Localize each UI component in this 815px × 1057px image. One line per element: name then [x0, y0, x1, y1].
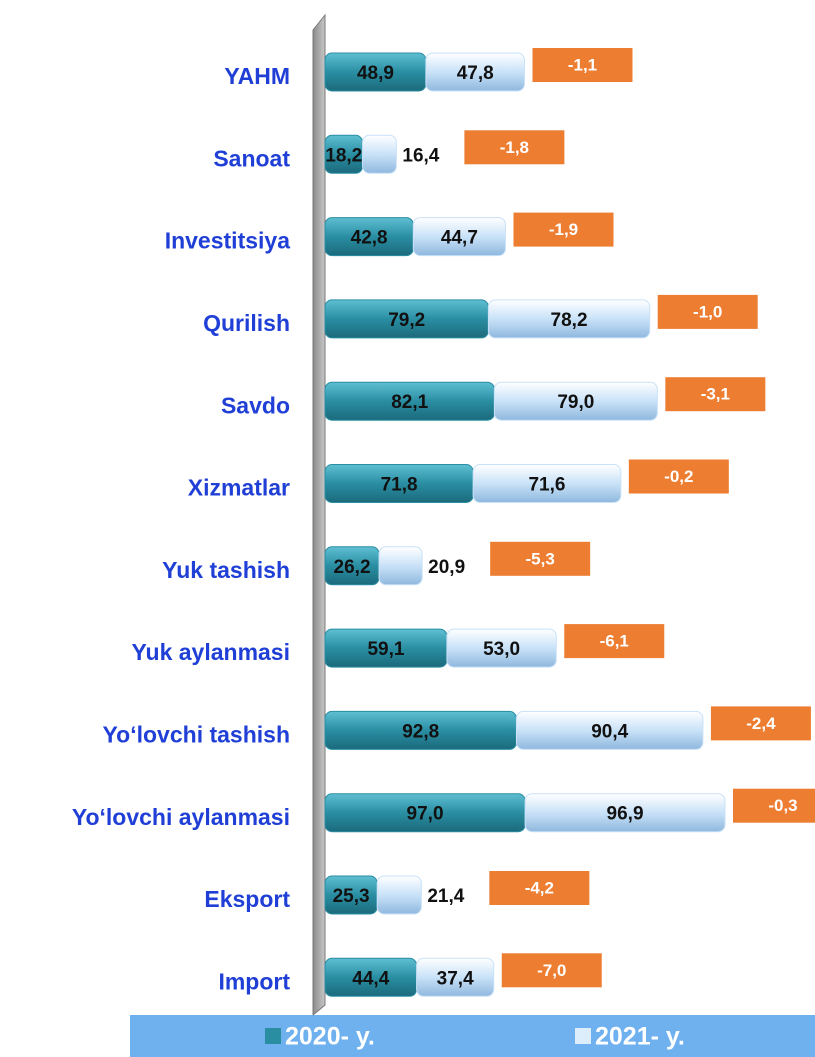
bar-segment: [416, 957, 495, 997]
bar-segment: [515, 710, 704, 750]
difference-label: -0,3: [768, 796, 797, 815]
value-label: 79,0: [557, 392, 594, 413]
difference-label: -1,1: [568, 55, 597, 74]
difference-label: -6,1: [600, 632, 629, 651]
difference-box: [501, 953, 602, 988]
bar-segment: [524, 793, 726, 833]
value-label: 18,2: [325, 145, 362, 166]
bar-segment: [487, 299, 651, 339]
difference-box: [564, 624, 665, 659]
value-label: 16,4: [402, 145, 439, 166]
value-label: 97,0: [407, 804, 444, 825]
axis-wall: [312, 13, 326, 1017]
category-label: YAHM: [224, 63, 290, 89]
bar-segment: [412, 217, 507, 257]
category-label: Sanoat: [213, 145, 290, 171]
value-label: 78,2: [551, 310, 588, 331]
difference-box: [665, 377, 766, 412]
value-label: 25,3: [333, 886, 370, 907]
value-label: 71,8: [381, 475, 418, 496]
category-label: Yuk aylanmasi: [131, 639, 290, 665]
difference-label: -7,0: [537, 961, 566, 980]
difference-box: [733, 788, 815, 823]
difference-label: -1,0: [693, 302, 722, 321]
difference-box: [490, 541, 591, 576]
value-label: 26,2: [334, 557, 371, 578]
legend-label: 2020- y.: [285, 1023, 375, 1051]
value-label: 42,8: [351, 228, 388, 249]
difference-box: [464, 130, 565, 165]
difference-box: [489, 871, 590, 905]
difference-label: -5,3: [526, 549, 555, 568]
difference-label: -3,1: [701, 385, 730, 404]
category-label: Savdo: [221, 392, 290, 418]
value-label: 59,1: [367, 639, 404, 660]
category-label: Investitsiya: [165, 228, 290, 254]
difference-box: [532, 48, 633, 82]
value-label: 71,6: [528, 475, 565, 496]
value-label: 92,8: [402, 721, 439, 742]
bar-segment: [446, 628, 557, 668]
legend-band: [130, 1015, 815, 1057]
difference-box: [628, 459, 729, 494]
category-label: Yo‘lovchi tashish: [103, 721, 290, 747]
difference-label: -1,8: [500, 138, 529, 157]
value-label: 48,9: [357, 63, 394, 84]
difference-label: -0,2: [664, 467, 693, 486]
value-label: 96,9: [607, 804, 644, 825]
legend-swatch: [265, 1028, 281, 1044]
legend-swatch: [575, 1028, 591, 1044]
bar-segment: [425, 52, 525, 92]
value-label: 82,1: [391, 392, 428, 413]
bar-segment: [376, 875, 422, 915]
value-label: 90,4: [591, 721, 628, 742]
legend-label: 2021- y.: [595, 1023, 685, 1051]
category-label: Qurilish: [203, 310, 290, 336]
difference-box: [710, 706, 811, 741]
value-label: 47,8: [457, 63, 494, 84]
bar-segment: [378, 546, 423, 586]
value-label: 37,4: [437, 968, 474, 989]
category-label: Eksport: [204, 886, 290, 912]
category-label: Yuk tashish: [162, 557, 290, 583]
bar-segment: [362, 134, 397, 174]
difference-label: -4,2: [525, 878, 554, 897]
difference-box: [513, 212, 614, 247]
difference-label: -1,9: [549, 220, 578, 239]
difference-label: -2,4: [746, 714, 776, 733]
value-label: 79,2: [388, 310, 425, 331]
bar-segment: [493, 381, 658, 421]
value-label: 21,4: [427, 886, 464, 907]
value-label: 20,9: [428, 557, 465, 578]
value-label: 44,4: [352, 968, 389, 989]
difference-box: [657, 294, 758, 329]
value-label: 44,7: [441, 228, 478, 249]
category-label: Yo‘lovchi aylanmasi: [72, 804, 290, 830]
category-label: Import: [218, 968, 290, 994]
value-label: 53,0: [483, 639, 520, 660]
category-label: Xizmatlar: [188, 475, 290, 501]
bar-segment: [472, 464, 622, 503]
